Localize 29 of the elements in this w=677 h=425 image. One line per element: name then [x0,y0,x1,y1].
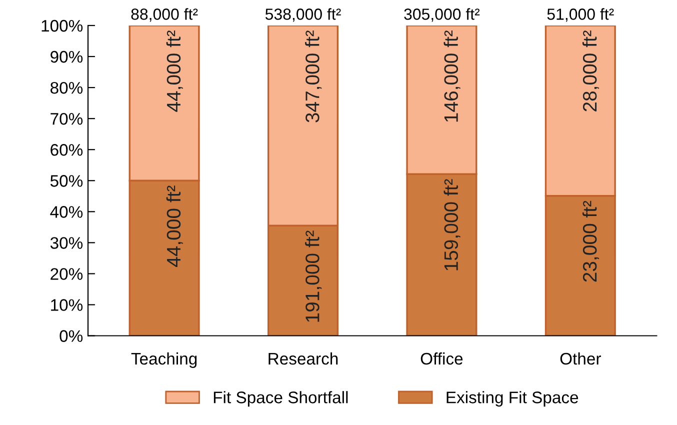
legend-label: Existing Fit Space [446,391,578,407]
y-tick-label: 60% [50,144,83,156]
y-tick-label: 40% [50,206,83,218]
y-tick-label: 10% [51,299,83,311]
x-tick-label: Office [420,352,463,365]
y-tick-label: 30% [50,237,83,249]
annotation: 146,000 ft² [444,30,460,122]
y-tick-label: 80% [50,82,83,94]
annotation: 28,000 ft² [582,30,600,112]
y-tick-label: 70% [50,112,83,125]
annotation: 191,000 ft² [305,230,322,322]
y-tick-label: 50% [50,175,83,187]
annotation: 51,000 ft² [547,8,614,22]
annotation: 305,000 ft² [404,8,480,22]
annotation: 538,000 ft² [265,8,341,22]
y-tick-label: 100% [42,20,83,32]
y-tick-label: 0% [60,330,83,342]
annotation: 88,000 ft² [131,8,198,22]
y-tick-label: 90% [50,50,83,63]
x-tick-label: Teaching [131,352,197,368]
annotation: 23,000 ft² [582,200,600,282]
annotation: 159,000 ft² [444,179,460,270]
x-tick-label: Other [560,352,601,365]
legend-label: Fit Space Shortfall [214,391,348,407]
annotation: 347,000 ft² [305,30,322,122]
annotation: 44,000 ft² [166,186,183,267]
annotation: 44,000 ft² [166,30,183,112]
x-tick-label: Research [268,352,338,365]
y-tick-label: 20% [50,268,83,280]
